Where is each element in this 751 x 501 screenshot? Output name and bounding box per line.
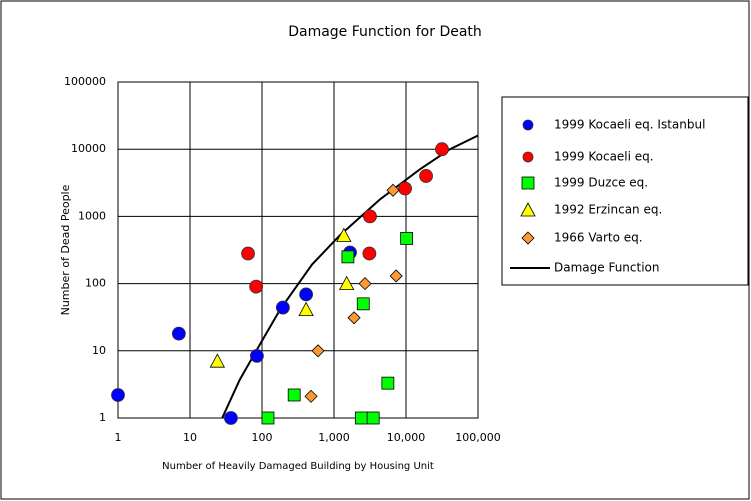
point <box>336 227 352 242</box>
point <box>386 183 400 197</box>
point <box>419 169 433 183</box>
legend-label: 1999 Kocaeli eq. Istanbul <box>554 118 705 132</box>
point <box>111 388 125 402</box>
legend-swatch <box>521 231 535 245</box>
point <box>171 326 186 341</box>
point <box>398 181 412 196</box>
legend-label: 1999 Duzce eq. <box>554 176 648 190</box>
point <box>261 411 275 425</box>
point <box>381 376 395 390</box>
point <box>224 411 238 425</box>
x-tick-label: 100 <box>252 431 273 444</box>
point <box>287 388 301 402</box>
point <box>356 297 370 311</box>
point <box>299 287 314 302</box>
x-tick-label: 10,000 <box>387 431 426 444</box>
chart-title: Damage Function for Death <box>288 24 482 40</box>
point <box>311 344 325 358</box>
point <box>339 275 355 291</box>
point <box>250 348 264 363</box>
legend-swatch <box>521 176 535 190</box>
x-tick-label: 1,000 <box>318 431 350 444</box>
plot-area <box>117 81 479 419</box>
x-tick-label: 10 <box>183 431 197 444</box>
point <box>363 209 377 224</box>
point <box>362 246 377 261</box>
point <box>241 246 255 261</box>
point <box>347 311 361 325</box>
point <box>341 250 355 264</box>
y-tick-label: 10000 <box>71 142 106 155</box>
legend-label: 1992 Erzincan eq. <box>554 203 662 217</box>
point <box>366 411 380 425</box>
y-tick-label: 100000 <box>64 75 106 88</box>
point <box>358 277 372 291</box>
point <box>209 353 226 368</box>
point <box>389 269 403 283</box>
x-tick-label: 100,000 <box>455 431 501 444</box>
legend-label: 1999 Kocaeli eq. <box>554 150 654 164</box>
point <box>275 300 290 315</box>
point <box>249 279 264 294</box>
legend-label: 1966 Varto eq. <box>554 231 643 245</box>
line-layer <box>221 134 478 418</box>
y-tick-label: 1 <box>99 411 106 424</box>
point <box>400 232 414 245</box>
damage-function-line <box>221 134 478 418</box>
point <box>435 142 449 157</box>
x-axis-label: Number of Heavily Damaged Building by Ho… <box>162 461 434 472</box>
point <box>304 389 318 403</box>
y-axis-label: Number of Dead People <box>59 184 72 315</box>
y-tick-label: 100 <box>85 277 106 290</box>
legend-label: Damage Function <box>554 261 660 275</box>
legend-swatch <box>522 151 534 163</box>
legend <box>501 96 749 286</box>
y-tick-label: 10 <box>92 344 106 357</box>
point <box>298 301 314 317</box>
point <box>354 411 368 425</box>
legend-swatch <box>520 202 536 217</box>
x-tick-label: 1 <box>115 431 122 444</box>
legend-swatch <box>522 119 534 131</box>
y-tick-label: 1000 <box>78 209 106 222</box>
